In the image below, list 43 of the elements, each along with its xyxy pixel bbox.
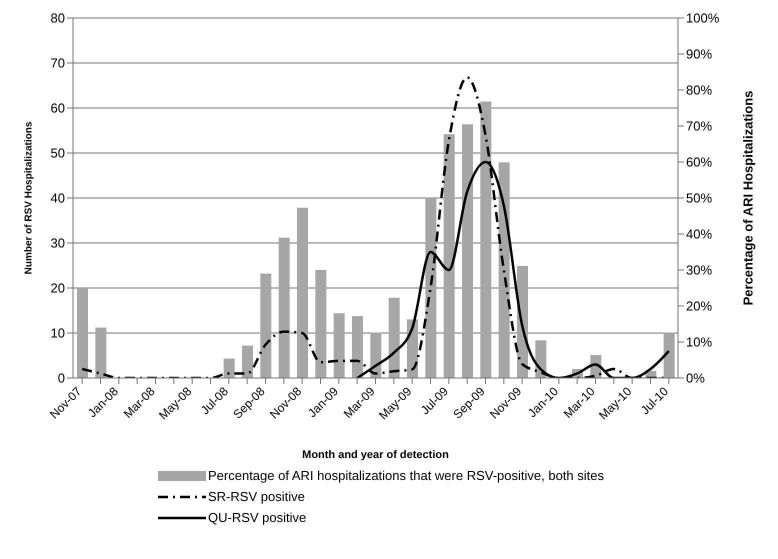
y2-tick-label: 30% <box>686 262 712 278</box>
y2-tick-label: 90% <box>686 46 712 62</box>
y2-axis-title: Percentage of ARI Hospitalizations <box>740 90 756 306</box>
y-tick-label: 60 <box>50 100 65 116</box>
line-series <box>80 76 670 378</box>
y-tick-label: 50 <box>50 146 65 161</box>
y-tick-label: 30 <box>50 236 65 251</box>
legend-label: Percentage of ARI hospitalizations that were RSV-positive, both sites <box>208 468 604 483</box>
y2-tick-label: 0% <box>686 370 706 386</box>
y2-tick-label: 50% <box>686 190 712 206</box>
x-axis-title: Month and year of detection <box>302 449 450 461</box>
bar <box>480 102 492 378</box>
bar <box>297 208 308 378</box>
bar <box>77 288 88 378</box>
legend-label: QU-RSV positive <box>208 510 306 525</box>
bar <box>95 328 106 378</box>
y2-tick-label: 20% <box>686 298 712 314</box>
bar <box>444 134 455 378</box>
bar <box>315 270 326 378</box>
y2-tick-label: 70% <box>686 118 712 134</box>
y-tick-label: 80 <box>50 10 65 26</box>
y-axis-title: Number of RSV Hospitalizations <box>24 121 35 274</box>
bar <box>242 346 253 378</box>
bar <box>334 313 345 378</box>
y-tick-label: 20 <box>50 280 65 296</box>
bar <box>352 316 363 378</box>
y-tick-label: 70 <box>50 56 65 71</box>
bar <box>260 274 272 378</box>
y-tick-label: 0 <box>58 370 65 386</box>
y2-tick-label: 80% <box>686 82 712 98</box>
bar <box>425 198 436 378</box>
y2-tick-label: 10% <box>686 334 712 350</box>
y2-tick-label: 100% <box>686 10 720 26</box>
bar <box>664 332 675 378</box>
y2-tick-label: 40% <box>686 226 712 242</box>
y-tick-label: 10 <box>50 326 65 341</box>
bar <box>278 238 290 378</box>
bar <box>224 358 235 378</box>
y-tick-label: 40 <box>50 190 65 206</box>
legend-label: SR-RSV positive <box>208 489 305 504</box>
bar <box>388 298 400 378</box>
bar <box>462 124 473 378</box>
y2-tick-label: 60% <box>686 154 712 170</box>
